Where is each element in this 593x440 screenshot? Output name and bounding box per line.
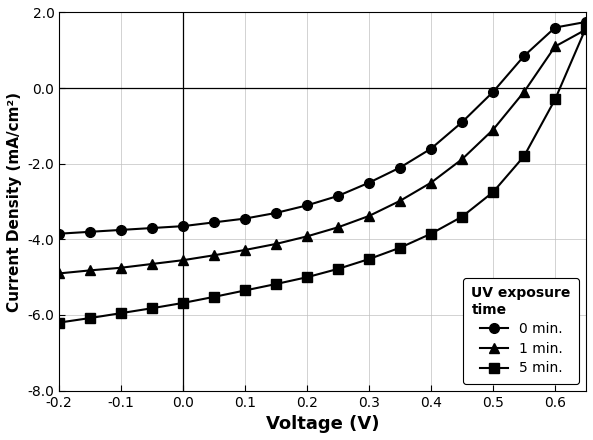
Line: 5 min.: 5 min. [55, 23, 591, 327]
0 min. [490, 89, 497, 95]
0 min. [365, 180, 372, 185]
5 min. [180, 300, 187, 305]
0 min. [56, 231, 63, 236]
1 min. [551, 44, 559, 49]
0 min. [180, 224, 187, 229]
5 min. [117, 311, 125, 316]
5 min. [56, 320, 63, 325]
1 min. [304, 234, 311, 239]
0 min. [397, 165, 404, 170]
1 min. [56, 271, 63, 276]
0 min. [87, 229, 94, 235]
5 min. [521, 154, 528, 159]
Legend: 0 min., 1 min., 5 min.: 0 min., 1 min., 5 min. [463, 278, 579, 384]
1 min. [428, 180, 435, 185]
5 min. [582, 25, 589, 30]
5 min. [490, 190, 497, 195]
1 min. [365, 213, 372, 219]
X-axis label: Voltage (V): Voltage (V) [266, 415, 380, 433]
Y-axis label: Current Density (mA/cm²): Current Density (mA/cm²) [7, 92, 22, 312]
5 min. [397, 245, 404, 250]
1 min. [458, 157, 466, 162]
1 min. [521, 89, 528, 95]
0 min. [304, 203, 311, 208]
5 min. [149, 305, 156, 311]
0 min. [521, 53, 528, 59]
5 min. [428, 231, 435, 236]
5 min. [458, 214, 466, 219]
Line: 0 min.: 0 min. [55, 17, 591, 238]
0 min. [241, 216, 248, 221]
0 min. [458, 120, 466, 125]
5 min. [241, 288, 248, 293]
1 min. [273, 241, 280, 246]
5 min. [273, 281, 280, 286]
1 min. [582, 27, 589, 32]
0 min. [117, 227, 125, 233]
5 min. [304, 275, 311, 280]
1 min. [117, 265, 125, 270]
1 min. [180, 257, 187, 263]
0 min. [551, 25, 559, 30]
1 min. [397, 198, 404, 203]
0 min. [582, 19, 589, 25]
5 min. [211, 294, 218, 300]
1 min. [149, 261, 156, 267]
Line: 1 min.: 1 min. [55, 25, 591, 278]
1 min. [490, 127, 497, 132]
1 min. [87, 268, 94, 273]
0 min. [211, 220, 218, 225]
1 min. [241, 247, 248, 253]
0 min. [149, 225, 156, 231]
5 min. [551, 97, 559, 102]
5 min. [334, 266, 342, 271]
1 min. [334, 224, 342, 230]
5 min. [87, 315, 94, 321]
0 min. [273, 210, 280, 216]
1 min. [211, 253, 218, 258]
5 min. [365, 257, 372, 262]
0 min. [334, 193, 342, 198]
0 min. [428, 146, 435, 151]
